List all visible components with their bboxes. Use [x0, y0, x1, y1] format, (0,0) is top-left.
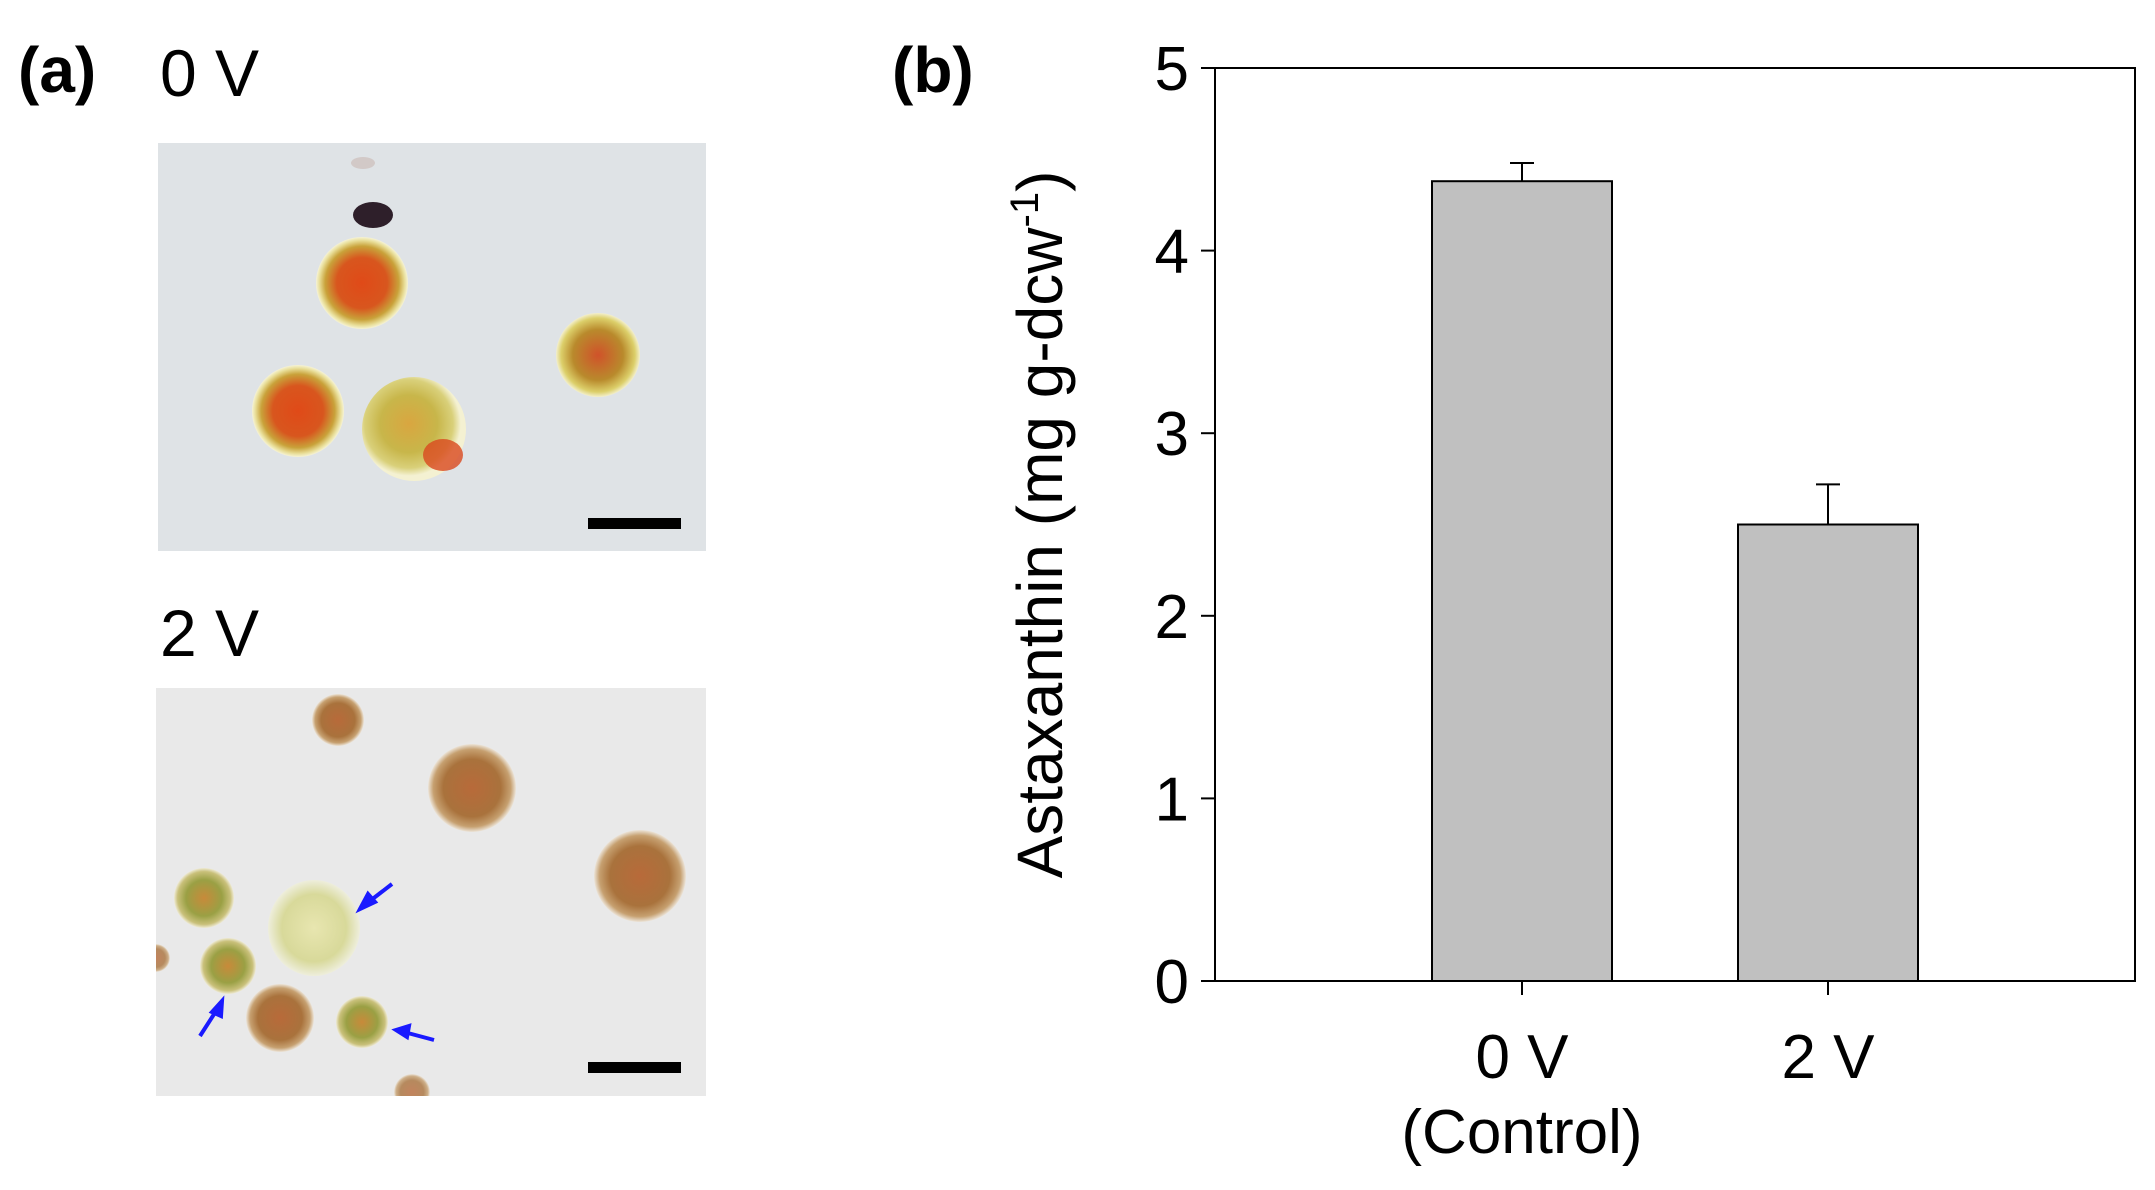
cell	[428, 744, 516, 832]
cell	[246, 984, 314, 1052]
cell	[594, 830, 686, 922]
x-tick-label: (Control)	[1401, 1098, 1642, 1167]
micrograph-0v-drawing	[158, 143, 706, 551]
bars	[1431, 161, 1919, 983]
y-tick-label: 1	[1155, 765, 1189, 834]
cell	[316, 237, 408, 329]
bar	[1431, 180, 1613, 983]
cell	[174, 868, 234, 928]
plot-frame	[1214, 67, 2136, 982]
cell	[312, 694, 364, 746]
y-axis: 0 1 2 3 4 5	[1155, 35, 1215, 1017]
x-tick-label: 2 V	[1781, 1023, 1875, 1092]
x-tick-label: 0 V	[1475, 1023, 1569, 1092]
y-tick-label: 3	[1155, 400, 1189, 469]
micrograph-0v	[158, 143, 706, 551]
bottom-image-label: 2 V	[160, 596, 260, 670]
debris	[353, 202, 393, 228]
cell	[556, 313, 640, 397]
bar	[1737, 523, 1919, 982]
cell	[200, 938, 256, 994]
y-tick-label: 4	[1155, 218, 1189, 287]
panel-a-label: (a)	[18, 34, 97, 106]
scale-bar	[588, 518, 681, 529]
panel-b-label: (b)	[892, 34, 974, 106]
scale-bar	[588, 1062, 681, 1073]
arrow-markers	[198, 882, 435, 1042]
y-axis-label: Astaxanthin (mg g-dcw-1)	[1003, 171, 1076, 879]
y-tick-label: 5	[1155, 35, 1189, 104]
micrograph-2v-drawing	[156, 688, 706, 1096]
y-tick-label: 0	[1155, 948, 1189, 1017]
cell	[336, 996, 388, 1048]
y-tick-label: 2	[1155, 583, 1189, 652]
lysed-cell	[268, 880, 360, 976]
top-image-label: 0 V	[160, 36, 260, 110]
cell	[252, 365, 344, 457]
x-axis: 0 V(Control) 2 V	[1401, 981, 1875, 1167]
micrograph-2v	[156, 688, 706, 1096]
